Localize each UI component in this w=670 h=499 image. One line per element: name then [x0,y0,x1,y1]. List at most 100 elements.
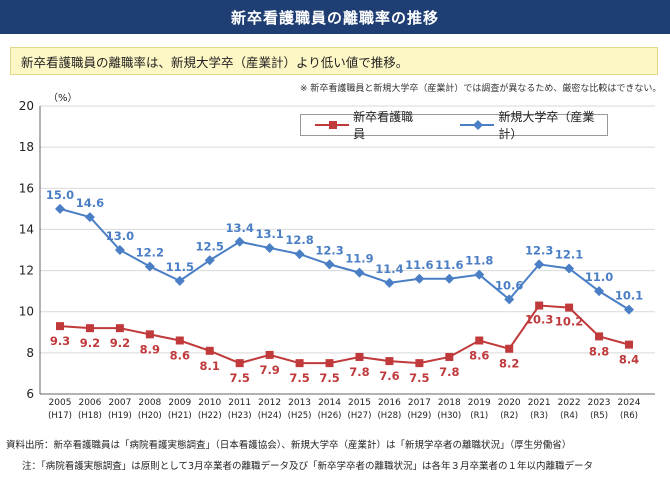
data-label-nurse: 8.1 [200,359,220,373]
data-label-nurse: 7.8 [349,365,369,379]
x-tick-label: 2011 [228,398,251,408]
data-point-univ [324,259,335,270]
x-tick-sublabel: (H19) [108,411,132,421]
data-label-nurse: 7.5 [409,371,429,385]
data-point-nurse [625,340,633,349]
y-tick-label: 16 [19,181,34,195]
data-point-nurse [445,352,454,361]
y-tick-label: 14 [19,222,34,236]
data-label-univ: 15.0 [46,188,74,202]
data-label-univ: 12.8 [285,233,313,247]
y-tick-label: 6 [26,387,34,401]
caveat-note: ※ 新卒看護職員と新規大学卒（産業計）では調査が異なるため、厳密な比較はできない… [300,84,662,94]
y-axis-unit: （%） [48,92,78,104]
data-point-univ [504,294,515,305]
data-point-univ [474,269,485,280]
x-tick-sublabel: (R5) [590,411,608,421]
data-label-nurse: 7.5 [229,371,249,385]
data-point-univ [144,261,155,272]
data-label-nurse: 8.8 [589,344,609,358]
x-tick-sublabel: (H22) [198,411,222,421]
data-point-nurse [535,301,544,310]
x-tick-sublabel: (H21) [168,411,192,421]
data-label-univ: 12.5 [196,239,224,253]
data-label-nurse: 9.3 [50,334,70,348]
page-title-text: 新卒看護職員の離職率の推移 [230,8,439,27]
line-chart: 6 8 10 12 14 16 18 20 （%） 2005 (H17) 2006 (H18) 2007 (… [19,92,655,421]
x-tick-label: 2018 [438,398,461,408]
data-point-univ [444,273,455,284]
data-point-nurse [595,332,604,341]
data-label-univ: 13.4 [225,221,253,235]
data-label-univ: 13.1 [255,227,283,241]
data-point-univ [174,275,185,286]
x-tick-sublabel: (H29) [407,411,431,421]
footnote-text: 注：「病院看護実態調査」は原則として3月卒業者の離職データ及び「新卒学卒者の離職… [22,461,594,472]
summary-box: 新卒看護職員の離職率は、新規大学卒（産業計）より低い値で推移。 [10,47,658,75]
x-tick-sublabel: (H27) [348,411,372,421]
legend-swatch-univ [460,120,495,130]
summary-text: 新卒看護職員の離職率は、新規大学卒（産業計）より低い値で推移。 [21,54,409,70]
series-line-1 [59,207,630,311]
data-label-univ: 11.0 [585,270,613,284]
x-tick-sublabel: (H30) [437,411,461,421]
data-point-nurse [85,324,94,333]
data-point-nurse [355,352,364,361]
y-tick-label: 20 [19,99,34,113]
legend-item-nurse: 新卒看護職員 [313,108,418,142]
data-point-univ [384,277,395,288]
data-point-nurse [295,359,304,368]
data-point-nurse [205,346,214,355]
y-tick-label: 10 [19,305,34,319]
x-tick-label: 2006 [78,398,101,408]
data-label-univ: 13.0 [106,229,134,243]
data-point-nurse [505,344,514,353]
legend-label-univ: 新規大学卒（産業計） [498,110,595,141]
x-tick-sublabel: (H23) [228,411,252,421]
x-tick-label: 2015 [348,398,371,408]
data-point-nurse [265,350,274,359]
data-point-univ [564,263,575,274]
x-tick-sublabel: (R1) [470,411,488,421]
x-tick-sublabel: (H20) [138,411,162,421]
x-tick-label: 2007 [108,398,131,408]
x-tick-label: 2024 [618,398,641,408]
data-label-univ: 11.9 [345,252,373,266]
data-label-univ: 12.3 [525,243,553,257]
x-tick-label: 2012 [258,398,281,408]
x-tick-sublabel: (H18) [78,411,102,421]
data-point-nurse [565,303,574,312]
x-tick-label: 2016 [378,398,401,408]
y-tick-label: 12 [19,264,34,278]
x-tick-sublabel: (H25) [288,411,312,421]
x-tick-label: 2013 [288,398,311,408]
x-tick-sublabel: (H17) [48,411,72,421]
data-point-nurse [235,359,244,368]
data-point-univ [594,286,605,297]
data-point-nurse [475,336,484,345]
legend-swatch-nurse [315,121,350,129]
data-point-nurse [325,359,334,368]
data-label-univ: 12.3 [315,243,343,257]
data-point-univ [534,259,545,270]
data-point-nurse [175,336,184,345]
series-line-0 [59,304,630,365]
data-label-nurse: 7.8 [439,365,459,379]
data-label-nurse: 8.6 [469,349,489,363]
x-tick-sublabel: (R3) [530,411,548,421]
x-tick-label: 2019 [468,398,491,408]
x-tick-label: 2023 [588,398,611,408]
data-label-univ: 10.6 [495,278,523,292]
data-point-nurse [385,357,394,366]
data-label-nurse: 8.6 [170,349,190,363]
data-label-univ: 14.6 [76,196,104,210]
x-tick-label: 2010 [198,398,221,408]
data-label-univ: 11.5 [166,260,194,274]
x-tick-sublabel: (H26) [318,411,342,421]
data-label-nurse: 10.3 [525,313,553,327]
data-label-univ: 12.2 [136,245,164,259]
data-label-nurse: 9.2 [80,336,100,350]
page-title: 新卒看護職員の離職率の推移 [0,0,670,34]
data-label-nurse: 7.5 [289,371,309,385]
x-tick-label: 2021 [528,398,551,408]
